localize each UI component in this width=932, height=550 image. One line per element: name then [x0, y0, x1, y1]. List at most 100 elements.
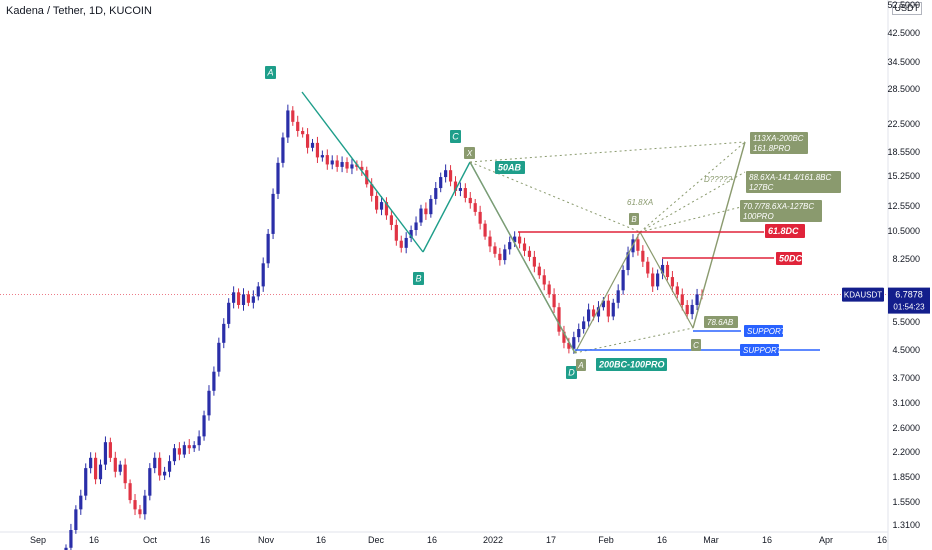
candle-body	[601, 300, 605, 308]
candle-up	[414, 216, 418, 236]
candle-body	[103, 442, 108, 465]
candle-body	[656, 273, 660, 287]
candle-body	[508, 242, 512, 250]
annotation-text: C	[452, 132, 459, 142]
candle-body	[286, 110, 290, 138]
annotation-olive-letter: B	[629, 213, 639, 225]
candle-body	[350, 164, 354, 169]
candle-down	[158, 452, 162, 481]
candle-up	[690, 299, 694, 320]
candle-up	[202, 410, 206, 441]
annotation-teal-box: 200BC-100PRO	[596, 358, 667, 371]
y-tick-label: 22.5000	[887, 119, 920, 129]
candle-down	[424, 202, 428, 220]
annotation-box	[413, 272, 424, 285]
olive-fib-dotted	[639, 141, 746, 233]
candle-body	[626, 252, 630, 271]
candle-body	[409, 229, 413, 238]
candle-down	[606, 294, 610, 323]
candle-down	[389, 209, 393, 231]
candle-body	[69, 530, 73, 548]
candle-down	[301, 127, 305, 138]
candle-up	[256, 282, 260, 301]
annotation-text: 113XA-200BC	[753, 134, 804, 143]
candle-body	[444, 170, 448, 178]
candle-down	[493, 242, 497, 258]
candle-up	[508, 236, 512, 255]
annotation-box	[629, 213, 639, 225]
candle-down	[547, 280, 551, 298]
y-tick-label: 1.3100	[892, 520, 920, 530]
candle-body	[621, 270, 625, 291]
candle-body	[222, 323, 226, 343]
y-tick-label: 2.6000	[892, 423, 920, 433]
candle-body	[182, 445, 186, 455]
candle-body	[370, 184, 374, 196]
candle-down	[665, 261, 670, 281]
candle-body	[291, 110, 295, 122]
candle-body	[281, 137, 285, 163]
candle-up	[212, 366, 216, 396]
candle-body	[493, 246, 497, 254]
candle-body	[227, 302, 231, 324]
candle-body	[675, 286, 679, 295]
y-tick-label: 1.8500	[892, 472, 920, 482]
candle-down	[552, 288, 556, 313]
candle-up	[74, 505, 78, 534]
candle-body	[158, 457, 162, 476]
candle-body	[527, 250, 532, 257]
candle-body	[458, 188, 463, 191]
annotation-box	[750, 132, 808, 154]
candle-up	[626, 246, 630, 276]
olive-projection-line	[692, 141, 746, 329]
candle-body	[143, 495, 147, 515]
annotation-box	[765, 224, 805, 238]
annotation-box	[495, 161, 525, 174]
annotation-teal-letter: C	[450, 130, 461, 143]
annotation-red-box: 50DC	[776, 252, 803, 265]
candle-down	[345, 157, 349, 173]
candle-body	[513, 236, 517, 243]
annotation-box	[464, 147, 475, 159]
candle-body	[596, 307, 601, 317]
candle-down	[641, 245, 645, 267]
candle-down	[399, 235, 403, 253]
candle-up	[587, 303, 591, 327]
candle-body	[665, 264, 670, 278]
annotation-teal-box: 50AB	[495, 161, 525, 174]
x-tick-label: Apr	[819, 535, 833, 545]
candle-up	[503, 244, 507, 265]
candle-body	[517, 236, 522, 244]
candle-body	[577, 329, 581, 338]
candle-down	[448, 165, 453, 187]
candle-body	[537, 266, 541, 276]
candle-body	[335, 160, 339, 167]
candle-down	[562, 325, 566, 349]
candle-body	[148, 468, 152, 496]
candle-down	[335, 155, 339, 172]
candle-body	[360, 166, 364, 171]
y-tick-label: 8.2500	[892, 254, 920, 264]
currency-badge[interactable]: USDT	[891, 2, 922, 15]
candle-body	[419, 208, 423, 223]
annotation-red-box: 61.8DC	[765, 224, 805, 238]
candle-body	[246, 294, 251, 303]
candle-down	[488, 230, 492, 253]
candle-body	[192, 445, 196, 449]
last-price-tag[interactable]: KDAUSDT 6.7878 01:54:23	[842, 287, 930, 314]
annotation-box	[566, 366, 577, 379]
candle-body	[414, 222, 418, 230]
x-tick-label: 16	[877, 535, 887, 545]
candle-up	[163, 466, 167, 480]
candle-up	[621, 265, 625, 295]
chart-title: Kadena / Tether, 1D, KUCOIN	[6, 5, 152, 17]
candle-down	[567, 337, 571, 354]
candle-body	[690, 304, 694, 315]
candle-down	[360, 160, 364, 176]
candle-up	[429, 195, 433, 218]
candle-up	[103, 436, 108, 470]
candle-down	[236, 288, 241, 309]
candle-body	[325, 155, 329, 165]
teal-pattern-line	[422, 161, 471, 253]
